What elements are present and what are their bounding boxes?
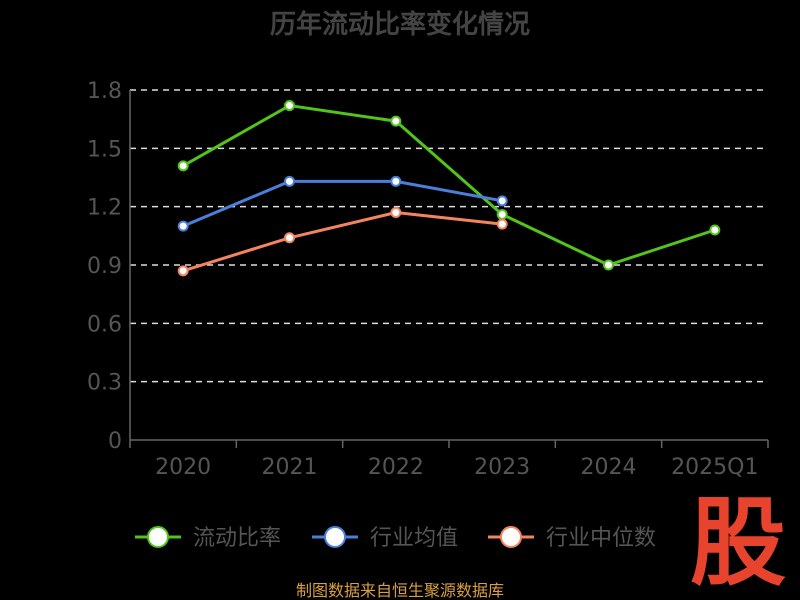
data-point xyxy=(177,220,189,232)
data-point xyxy=(284,100,295,112)
legend-marker xyxy=(147,526,169,548)
y-tick-label: 1.8 xyxy=(87,79,122,104)
data-point xyxy=(390,175,402,187)
y-tick-label: 0.6 xyxy=(87,312,122,337)
y-tick-label: 1.5 xyxy=(87,137,122,162)
data-point xyxy=(496,195,508,207)
series-line-1 xyxy=(182,179,503,228)
grid xyxy=(130,89,768,383)
x-tick-label: 2025Q1 xyxy=(671,455,758,480)
legend-label: 行业均值 xyxy=(370,526,458,551)
data-point xyxy=(177,265,189,277)
data-point xyxy=(390,207,402,218)
x-tick-label: 2023 xyxy=(474,455,530,480)
y-tick-label: 1.2 xyxy=(87,196,122,221)
x-tick-label: 2021 xyxy=(262,455,318,480)
x-tick-label: 2020 xyxy=(155,455,211,480)
x-tick-label: 2024 xyxy=(581,455,637,480)
y-tick-label: 0.3 xyxy=(87,371,122,396)
data-point xyxy=(177,160,189,172)
data-point xyxy=(496,218,508,230)
legend-label: 流动比率 xyxy=(193,526,281,551)
series-line-2 xyxy=(182,211,503,273)
data-point xyxy=(709,224,721,236)
axes: 0 0.3 0.6 0.9 1.2 1.5 1.8 2020 2021 2022 2023 2024 2… xyxy=(87,79,769,480)
series-layer xyxy=(177,100,721,277)
x-tick-label: 2022 xyxy=(368,455,424,480)
data-point xyxy=(603,259,614,271)
chart-title: 历年流动比率变化情况 xyxy=(270,9,530,40)
legend: 流动比率 行业均值 行业中位数 xyxy=(135,526,656,551)
y-tick-label: 0 xyxy=(108,429,122,454)
data-point xyxy=(284,232,295,244)
legend-marker xyxy=(500,526,522,548)
watermark: 股 xyxy=(690,487,786,599)
legend-label: 行业中位数 xyxy=(546,526,656,551)
data-point xyxy=(496,208,508,220)
series-line-0 xyxy=(182,104,716,267)
data-point xyxy=(390,115,402,127)
source-text: 制图数据来自恒生聚源数据库 xyxy=(296,581,504,600)
y-tick-label: 0.9 xyxy=(87,254,122,279)
data-point xyxy=(284,175,295,187)
legend-marker xyxy=(324,526,346,548)
